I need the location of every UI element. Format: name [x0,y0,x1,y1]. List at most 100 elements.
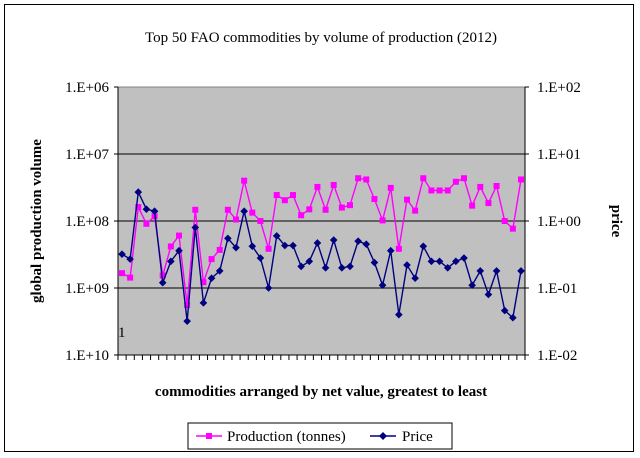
production-point [477,183,484,190]
price-point [443,264,452,272]
production-point [436,187,443,194]
price-point [215,267,224,275]
price-point [289,241,297,250]
price-point [468,281,476,290]
price-point [264,284,273,292]
production-point [330,181,337,188]
production-point [485,200,492,207]
price-point [305,257,314,266]
price-point [167,257,175,266]
legend-price-marker [379,432,387,440]
price-point [175,246,183,255]
price-point [452,257,460,266]
production-point [119,270,125,277]
production-point [379,217,386,224]
production-point [306,206,313,213]
price-point [346,262,354,271]
production-point [452,178,459,185]
production-point [249,209,256,216]
price-point [191,223,200,232]
price-point [248,242,257,251]
production-point [143,220,150,227]
price-point [297,262,305,271]
production-point [420,175,427,182]
production-point [290,192,296,199]
production-point [412,207,419,214]
price-point [321,264,330,272]
production-point [509,225,516,232]
price-point [500,306,509,315]
production-point [501,218,508,224]
production-point [281,197,288,204]
production-point [176,232,182,239]
price-point [126,255,134,263]
price-point [492,267,501,275]
left-tick-label: 1.E+10 [65,348,109,364]
price-point [158,278,167,287]
price-point [362,240,371,249]
price-point [354,237,362,245]
price-point [509,313,517,322]
left-tick-label: 1.E+07 [65,147,109,163]
x-axis-title: commodities arranged by net value, great… [155,384,487,400]
price-point [150,207,159,216]
production-point [493,182,500,189]
price-point [378,281,387,290]
production-point [224,206,231,213]
price-point [411,274,419,283]
price-point [272,232,281,240]
price-point [517,267,525,275]
price-point [460,254,468,262]
price-point [183,317,191,325]
price-point [118,250,126,258]
price-point [199,299,208,307]
production-point [355,175,362,182]
price-point [142,205,151,214]
price-point [435,257,444,266]
price-point [232,243,240,252]
production-point [192,206,199,213]
price-point [134,188,143,196]
annotation-label: 1 [118,325,126,341]
price-point [207,274,216,283]
production-point [265,245,272,252]
price-point [403,261,411,269]
left-axis-title: global production volume [29,139,45,303]
price-point [484,290,493,299]
price-point [370,258,379,267]
right-tick-label: 1.E-02 [537,348,577,364]
production-point [314,183,321,190]
production-point [273,192,280,199]
production-point [428,187,435,194]
price-point [386,246,395,255]
price-point [476,267,485,275]
legend-production-label: Production (tonnes) [227,429,346,445]
left-tick-label: 1.E+08 [65,214,109,230]
left-tick-label: 1.E+09 [65,281,109,297]
production-point [461,175,467,182]
production-point [257,218,264,224]
right-tick-label: 1.E+00 [537,214,581,230]
production-point [338,204,345,211]
legend-box [187,422,453,450]
production-point [200,279,207,286]
right-tick-label: 1.E-01 [537,281,577,297]
price-point [313,239,322,247]
production-point [322,206,329,213]
production-point [127,274,134,281]
production-point [363,176,370,183]
left-tick-label: 1.E+06 [65,80,109,96]
production-point [167,243,174,250]
price-point [427,257,436,266]
legend-production-marker [206,433,212,439]
production-point [469,202,476,209]
production-point [387,184,394,191]
price-point [240,207,248,216]
price-point [224,234,232,243]
production-point [233,216,239,223]
production-point [444,187,451,194]
chart-title: Top 50 FAO commodities by volume of prod… [145,30,497,46]
production-point [298,212,305,219]
production-point [184,302,191,309]
